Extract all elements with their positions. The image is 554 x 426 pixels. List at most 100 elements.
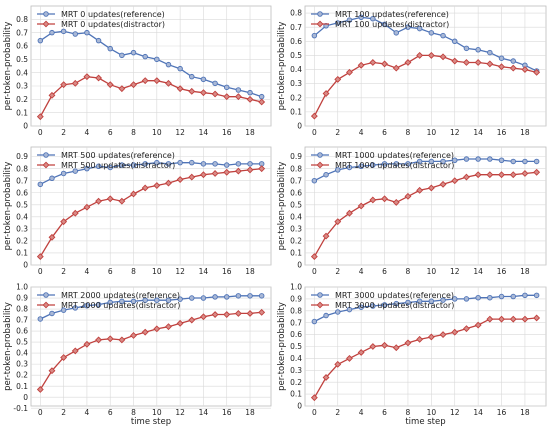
data-point xyxy=(521,66,529,73)
data-point xyxy=(60,28,67,35)
x-tick-label: 2 xyxy=(61,267,66,276)
y-tick-label: 0.2 xyxy=(290,378,302,387)
x-tick-label: 12 xyxy=(450,267,460,276)
data-point xyxy=(334,218,342,226)
data-point xyxy=(106,81,114,89)
series-reference xyxy=(311,156,540,184)
x-tick-label: 6 xyxy=(108,128,113,137)
data-point xyxy=(142,53,148,60)
y-tick-label: 0.1 xyxy=(290,249,302,258)
data-point xyxy=(223,162,230,168)
data-point xyxy=(346,17,353,23)
y-tick-label: 0 xyxy=(297,122,302,131)
x-tick-label: 8 xyxy=(131,408,136,417)
legend: MRT 0 updates(reference)MRT 0 updates(di… xyxy=(37,10,165,29)
data-point xyxy=(223,311,231,318)
legend-marker xyxy=(316,161,324,169)
data-point xyxy=(118,197,126,205)
x-tick-label: 18 xyxy=(520,267,530,276)
data-point xyxy=(310,253,318,261)
y-tick-label: 0.9 xyxy=(290,152,302,161)
legend: MRT 100 updates(reference)MRT 100 update… xyxy=(311,10,449,29)
data-point xyxy=(439,180,447,188)
y-tick-label: 0.1 xyxy=(16,249,28,258)
x-tick-label: 6 xyxy=(108,408,113,417)
data-point xyxy=(498,157,505,163)
y-tick-label: 0.7 xyxy=(16,316,28,325)
x-tick-label: 18 xyxy=(520,128,530,137)
data-point xyxy=(95,301,102,308)
data-point xyxy=(533,314,541,322)
data-point xyxy=(335,309,341,315)
x-tick-label: 4 xyxy=(85,408,90,417)
x-tick-label: 0 xyxy=(38,408,43,417)
data-point xyxy=(416,186,424,194)
data-point xyxy=(533,292,540,299)
x-tick-label: 14 xyxy=(199,267,209,276)
series-reference xyxy=(37,28,265,100)
data-point xyxy=(346,354,353,362)
data-point xyxy=(189,295,195,301)
data-point xyxy=(463,325,470,333)
data-point xyxy=(153,182,161,189)
data-point xyxy=(358,14,364,21)
x-tick-label: 10 xyxy=(152,267,162,276)
data-point xyxy=(498,315,505,323)
x-tick-label: 14 xyxy=(473,267,483,276)
data-point xyxy=(37,37,44,44)
data-point xyxy=(405,24,411,30)
data-point xyxy=(130,298,137,305)
x-tick-label: 12 xyxy=(450,408,460,417)
x-tick-label: 12 xyxy=(175,128,185,137)
data-point xyxy=(107,299,113,306)
data-point xyxy=(428,298,435,305)
data-point xyxy=(346,306,353,313)
data-point xyxy=(84,302,90,309)
data-point xyxy=(71,209,79,217)
data-point xyxy=(440,32,446,39)
y-tick-label: -0.1 xyxy=(13,404,28,413)
data-point xyxy=(234,93,242,101)
data-point xyxy=(404,339,412,347)
data-point xyxy=(358,163,364,170)
x-tick-label: 12 xyxy=(175,267,185,276)
data-point xyxy=(381,302,388,308)
data-point xyxy=(381,195,388,203)
data-point xyxy=(334,360,342,368)
x-tick-label: 14 xyxy=(473,408,483,417)
data-point xyxy=(189,159,195,166)
data-point xyxy=(510,158,516,165)
data-point xyxy=(475,47,481,53)
y-tick-label: 0.9 xyxy=(290,295,302,304)
x-tick-label: 16 xyxy=(222,408,232,417)
data-point xyxy=(323,171,329,178)
data-point xyxy=(247,161,253,167)
y-tick-label: 0.3 xyxy=(290,224,302,233)
data-point xyxy=(416,25,423,32)
data-point xyxy=(416,298,423,305)
data-point xyxy=(154,297,160,303)
series-reference xyxy=(37,159,265,188)
data-point xyxy=(487,49,493,56)
data-point xyxy=(130,190,137,198)
legend-label: MRT 100 updates(distractor) xyxy=(335,20,449,29)
legend-marker xyxy=(42,20,50,28)
y-axis-label: per-token-probability xyxy=(3,22,13,111)
x-tick-label: 4 xyxy=(85,128,90,137)
data-point xyxy=(381,161,388,167)
data-point xyxy=(510,58,516,64)
data-point xyxy=(427,184,435,192)
x-tick-label: 2 xyxy=(335,267,340,276)
y-tick-label: 0.2 xyxy=(290,237,302,246)
data-point xyxy=(427,333,435,341)
y-tick-label: 0.1 xyxy=(16,382,28,391)
legend: MRT 500 updates(reference)MRT 500 update… xyxy=(37,151,175,170)
x-tick-label: 14 xyxy=(199,128,209,137)
legend-label: MRT 100 updates(reference) xyxy=(335,10,449,19)
data-point xyxy=(439,53,447,61)
data-point xyxy=(335,167,341,173)
y-tick-label: 0.7 xyxy=(16,176,28,185)
y-tick-label: 0.3 xyxy=(16,360,28,369)
x-tick-label: 2 xyxy=(61,408,66,417)
legend: MRT 3000 updates(reference)MRT 3000 upda… xyxy=(311,291,454,310)
